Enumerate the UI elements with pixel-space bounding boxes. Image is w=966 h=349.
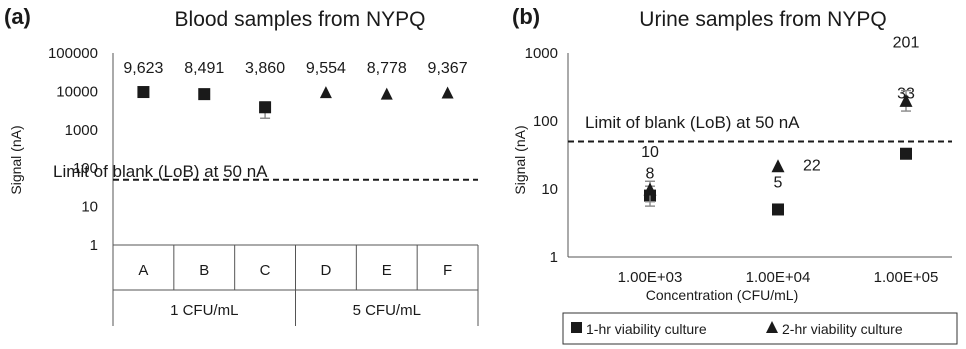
panel-a-title: Blood samples from NYPQ bbox=[175, 8, 426, 31]
panel-b-lob: Limit of blank (LoB) at 50 nA bbox=[568, 113, 952, 143]
panel-a-lob-label: Limit of blank (LoB) at 50 nA bbox=[53, 162, 268, 181]
panel-b-x-ticks: 1.00E+03 1.00E+04 1.00E+05 bbox=[618, 269, 939, 286]
panel-a-y-ticks: 1 10 100 1000 10000 100000 bbox=[48, 45, 98, 254]
legend-entry-1hr: 1-hr viability culture bbox=[586, 321, 707, 337]
panel-a-data-label: 9,623 bbox=[123, 60, 163, 77]
panel-a-point-triangle bbox=[319, 86, 332, 99]
panel-a-category-labels: A B C D E F bbox=[138, 262, 452, 279]
panel-b-point-triangle bbox=[771, 159, 785, 173]
panel-a-category-label: B bbox=[199, 262, 209, 279]
legend-square-marker-icon bbox=[571, 322, 582, 333]
panel-b-x-axis-label: Concentration (CFU/mL) bbox=[646, 287, 799, 303]
panel-b-data-label: 22 bbox=[803, 158, 821, 175]
panel-b-axes bbox=[567, 53, 952, 258]
panel-a-point-square bbox=[198, 88, 211, 101]
panel-b-point-triangle bbox=[899, 93, 913, 107]
panel-a-lob: Limit of blank (LoB) at 50 nA bbox=[53, 162, 478, 181]
panel-b-data-label: 201 bbox=[893, 34, 920, 51]
panel-b-data-label: 8 bbox=[646, 166, 655, 183]
legend-entry-2hr: 2-hr viability culture bbox=[782, 321, 903, 337]
panel-b-title: Urine samples from NYPQ bbox=[639, 8, 886, 31]
panel-a-y-tick-label: 100000 bbox=[48, 45, 98, 62]
panel-b-point-square bbox=[772, 203, 784, 216]
panel-b-lob-label: Limit of blank (LoB) at 50 nA bbox=[585, 113, 800, 132]
panel-b-y-tick-label: 1000 bbox=[525, 45, 558, 62]
panel-b-x-tick-label: 1.00E+05 bbox=[874, 269, 939, 286]
panel-b-y-tick-label: 100 bbox=[533, 113, 558, 130]
panel-b-x-tick-label: 1.00E+03 bbox=[618, 269, 683, 286]
legend-box bbox=[562, 312, 958, 345]
legend-triangle-marker-icon bbox=[766, 321, 778, 333]
panel-a-point-square bbox=[137, 86, 150, 99]
panel-a-y-tick-label: 1 bbox=[90, 237, 98, 254]
panel-b-y-axis-label: Signal (nA) bbox=[512, 125, 528, 194]
panel-b-y-tick-label: 10 bbox=[541, 181, 558, 198]
panel-a-data-label: 9,554 bbox=[306, 60, 346, 77]
panel-a-points: 9,623 8,491 3,860 9,554 8,778 9,367 bbox=[123, 60, 468, 119]
panel-a-data-label: 8,778 bbox=[367, 60, 407, 77]
panel-b-x-tick-label: 1.00E+04 bbox=[746, 269, 811, 286]
panel-b-point-square bbox=[900, 147, 912, 160]
panel-b-data-label: 5 bbox=[774, 174, 783, 191]
panel-b-y-tick-label: 1 bbox=[550, 249, 558, 266]
panel-a-y-tick-label: 10 bbox=[81, 199, 98, 216]
panel-a-blood-chart: (a) Blood samples from NYPQ Signal (nA) … bbox=[4, 4, 479, 326]
panel-a-point-square bbox=[259, 101, 272, 114]
panel-a-data-label: 3,860 bbox=[245, 60, 285, 77]
panel-b-urine-chart: (b) Urine samples from NYPQ Signal (nA) … bbox=[512, 4, 958, 345]
panel-b-y-ticks: 1 10 100 1000 bbox=[525, 45, 558, 266]
panel-b-point-triangle bbox=[643, 182, 657, 196]
panel-a-category-label: D bbox=[320, 262, 331, 279]
panel-a-category-label: C bbox=[260, 262, 271, 279]
panel-b-letter: (b) bbox=[512, 4, 540, 29]
panel-b-data-label: 10 bbox=[641, 144, 659, 161]
panel-a-data-label: 9,367 bbox=[428, 60, 468, 77]
panel-a-category-label: A bbox=[138, 262, 148, 279]
panel-a-category-label: E bbox=[382, 262, 392, 279]
panel-a-y-tick-label: 100 bbox=[73, 160, 98, 177]
panel-a-axes bbox=[112, 53, 479, 326]
panel-a-y-axis-label: Signal (nA) bbox=[8, 125, 24, 194]
panel-a-letter: (a) bbox=[4, 4, 31, 29]
panel-a-group-label: 5 CFU/mL bbox=[353, 302, 421, 319]
panel-a-data-label: 8,491 bbox=[184, 60, 224, 77]
panel-a-y-tick-label: 1000 bbox=[65, 122, 98, 139]
panel-b-legend: 1-hr viability culture 2-hr viability cu… bbox=[562, 312, 958, 345]
panel-a-point-triangle bbox=[380, 87, 393, 100]
panel-a-category-label: F bbox=[443, 262, 452, 279]
panel-b-points: 85331022201 bbox=[641, 34, 920, 216]
panel-a-group-labels: 1 CFU/mL 5 CFU/mL bbox=[170, 302, 421, 319]
panel-a-group-label: 1 CFU/mL bbox=[170, 302, 238, 319]
panel-a-y-tick-label: 10000 bbox=[56, 83, 98, 100]
panel-a-point-triangle bbox=[441, 86, 454, 99]
